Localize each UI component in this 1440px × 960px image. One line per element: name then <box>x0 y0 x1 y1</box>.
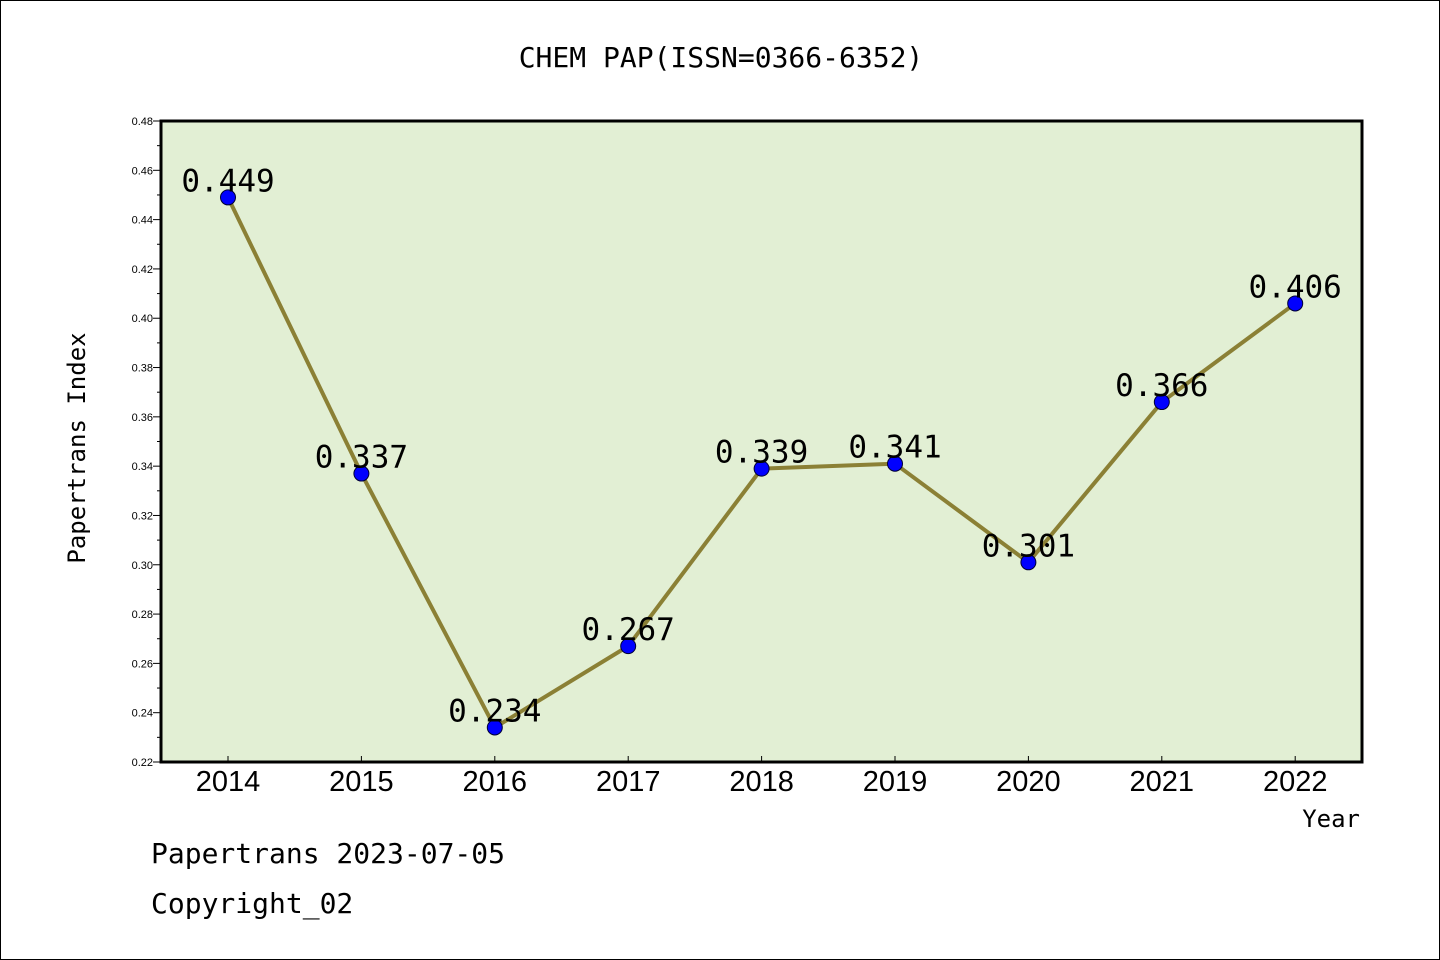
y-tick-label: 0.34 <box>132 461 153 473</box>
data-labels: 0.449 0.337 0.234 0.267 0.339 0.341 0.301 0.366… <box>181 163 1342 729</box>
data-markers <box>220 189 1304 736</box>
data-point-marker <box>1153 394 1170 411</box>
data-point-label: 0.449 <box>181 163 274 199</box>
data-point-label: 0.234 <box>448 693 541 729</box>
y-tick-label: 0.30 <box>132 560 153 572</box>
data-point-label: 0.337 <box>315 440 408 476</box>
y-tick-label: 0.42 <box>132 264 153 276</box>
data-point-marker <box>1287 295 1304 312</box>
data-point-marker <box>486 719 503 736</box>
footer-copyright-label: Copyright_02 <box>151 887 354 920</box>
plot-frame <box>159 119 1364 764</box>
data-point-marker <box>353 465 370 482</box>
data-point-label: 0.267 <box>582 612 675 648</box>
y-tick-label: 0.40 <box>132 313 153 325</box>
x-tick-label: 2015 <box>329 766 394 798</box>
data-point-marker <box>887 455 903 472</box>
y-tick-label: 0.32 <box>132 510 153 522</box>
x-tick-label: 2022 <box>1263 766 1328 798</box>
data-point-label: 0.406 <box>1249 269 1342 305</box>
data-point-marker <box>1020 554 1037 571</box>
y-tick-label: 0.48 <box>132 116 153 128</box>
y-tick-label: 0.28 <box>132 609 153 621</box>
footer-date-label: Papertrans 2023-07-05 <box>151 837 506 870</box>
x-axis-label: Year <box>1302 805 1360 833</box>
data-point-label: 0.301 <box>982 528 1075 564</box>
y-axis-ticks: 0.22 0.24 0.26 0.28 0.30 0.32 0.34 0.36 0.38 0.40… <box>132 116 161 769</box>
y-tick-label: 0.24 <box>132 708 153 720</box>
x-tick-label: 2019 <box>863 766 928 798</box>
x-tick-label: 2021 <box>1130 766 1195 798</box>
x-axis-ticks: 2014 2015 2016 2017 2018 2019 2020 2021 2022 <box>196 756 1328 798</box>
chart-title: CHEM PAP(ISSN=0366-6352) <box>519 41 924 74</box>
y-tick-label: 0.46 <box>132 165 153 177</box>
x-tick-label: 2016 <box>463 766 528 798</box>
y-tick-label: 0.44 <box>132 215 153 227</box>
y-tick-label: 0.26 <box>132 658 153 670</box>
data-point-marker <box>220 189 236 206</box>
data-point-label: 0.341 <box>848 430 941 466</box>
data-point-label: 0.339 <box>715 435 808 471</box>
y-tick-label: 0.38 <box>132 363 153 375</box>
plot-area <box>161 121 1362 762</box>
x-tick-label: 2020 <box>996 766 1061 798</box>
y-axis-label: Papertrans Index <box>63 332 91 563</box>
y-tick-label: 0.36 <box>132 412 153 424</box>
data-point-label: 0.366 <box>1115 368 1208 404</box>
y-tick-label: 0.22 <box>132 757 153 769</box>
x-tick-label: 2017 <box>596 766 661 798</box>
x-tick-label: 2018 <box>729 766 794 798</box>
data-point-marker <box>753 460 770 477</box>
x-tick-label: 2014 <box>196 766 261 798</box>
data-point-marker <box>620 638 637 655</box>
